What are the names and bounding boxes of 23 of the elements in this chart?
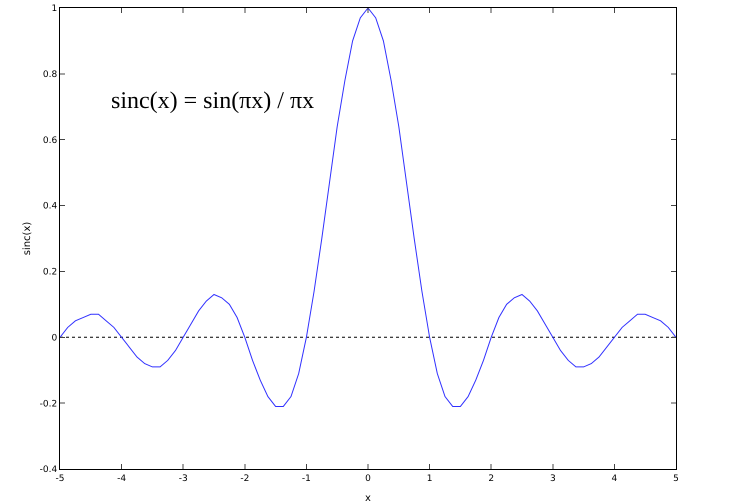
y-tick-label: -0.4 (40, 465, 58, 476)
x-tick-label: -5 (56, 474, 64, 484)
x-tick-label: 3 (550, 474, 556, 484)
x-tick-label: 2 (488, 474, 494, 484)
x-tick-label: 0 (365, 474, 372, 484)
annotation: sinc(x) = sin(πx) / πx (111, 88, 314, 114)
y-tick-label: -0.2 (40, 399, 58, 410)
y-axis-title: sinc(x) (22, 222, 33, 256)
y-tick-label: 1 (51, 4, 58, 14)
y-tick-label: 0.4 (42, 202, 58, 212)
y-tick-label: 0.8 (42, 70, 58, 80)
y-tick-label: 0.2 (42, 268, 58, 278)
x-tick-label: 1 (426, 474, 432, 484)
x-tick-label: -4 (117, 474, 126, 484)
x-axis-title: x (365, 493, 372, 504)
x-tick-label: -2 (240, 474, 250, 484)
x-tick-label: 5 (673, 474, 679, 484)
x-tick-label: -1 (302, 474, 311, 484)
x-tick-label: 4 (612, 474, 618, 484)
y-tick-label: 0.6 (42, 136, 58, 146)
x-tick-label: -3 (178, 474, 188, 484)
y-tick-label: 0 (51, 333, 58, 344)
line-series (60, 8, 676, 407)
